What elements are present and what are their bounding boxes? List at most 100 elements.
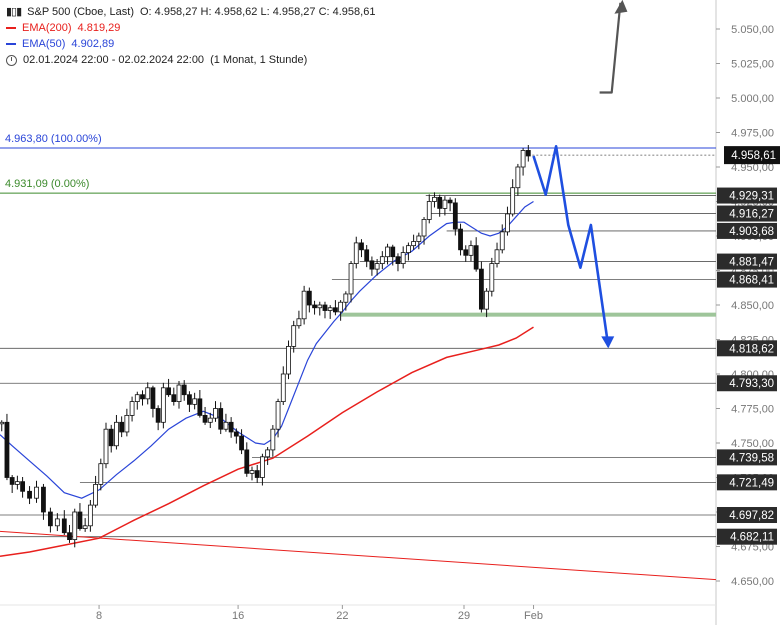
legend-ema200-row[interactable]: EMA(200) 4.819,29 <box>6 20 375 36</box>
candle <box>72 508 78 548</box>
candle <box>233 428 239 444</box>
candle <box>260 453 265 486</box>
candle <box>14 475 20 490</box>
candle-body <box>93 483 98 506</box>
scenario-down-path <box>532 145 610 347</box>
candle-body <box>317 304 323 309</box>
candle <box>296 310 302 329</box>
candle <box>47 507 53 533</box>
candle-body <box>27 490 32 499</box>
candle <box>343 291 349 311</box>
candle-body <box>47 511 53 527</box>
candle <box>275 398 281 438</box>
candle <box>359 239 364 258</box>
candle <box>374 258 380 276</box>
candle <box>437 194 443 217</box>
candle <box>338 300 344 321</box>
candle-body <box>103 428 109 465</box>
candle-body <box>87 504 93 527</box>
candle-body <box>166 387 171 396</box>
price-tag-box <box>717 375 777 392</box>
candle-body <box>343 293 349 303</box>
candle-body <box>82 525 88 529</box>
x-tick-label: 22 <box>336 610 348 622</box>
scenario-up-arrowhead <box>614 0 628 14</box>
price-tag-box <box>717 474 777 491</box>
candle-body <box>213 408 218 419</box>
candle-body <box>98 463 104 485</box>
legend-range-row: 02.01.2024 22:00 - 02.02.2024 22:00 (1 M… <box>6 52 375 68</box>
y-tick-label: 5.050,00 <box>731 24 774 36</box>
legend-ema50-row[interactable]: EMA(50) 4.902,89 <box>6 36 375 52</box>
fib-level-label: 4.963,80 (100.00%) <box>5 133 102 145</box>
legend-period: (1 Monat, 1 Stunde) <box>210 54 308 66</box>
candle-body <box>525 150 531 157</box>
candle <box>322 301 328 319</box>
price-tag-box <box>717 271 777 288</box>
candle-body <box>499 231 505 251</box>
legend-ema50-label: EMA(50) <box>22 38 66 50</box>
candle <box>119 416 125 438</box>
candle-body <box>20 481 25 492</box>
candle <box>515 163 521 196</box>
candle <box>150 385 156 418</box>
candle-body <box>77 511 83 529</box>
price-level-tag: 4.929,31 <box>717 187 777 204</box>
price-level-tag: 4.818,62 <box>717 340 777 357</box>
candle <box>124 408 130 437</box>
candle <box>87 499 93 532</box>
legend-range: 02.01.2024 22:00 - 02.02.2024 22:00 <box>23 54 205 66</box>
price-level-tag: 4.881,47 <box>717 253 777 270</box>
candle <box>265 447 271 465</box>
candle-body <box>432 196 437 202</box>
candle-body <box>301 290 307 320</box>
candle-body <box>0 421 5 425</box>
ema200-line <box>0 326 534 557</box>
candle <box>447 197 453 212</box>
downtrend-line <box>0 530 717 581</box>
price-level-tag: 4.721,49 <box>717 474 777 491</box>
candle <box>421 217 427 245</box>
candle <box>244 442 250 477</box>
candle <box>442 196 448 216</box>
candle <box>197 389 203 418</box>
candle-body <box>411 241 417 247</box>
price-tag-label: 4.793,30 <box>729 378 774 390</box>
candle-body <box>374 263 380 270</box>
legend-ema50-value: 4.902,89 <box>71 38 115 50</box>
candle <box>390 244 396 266</box>
candle-body <box>114 421 119 447</box>
candle <box>77 503 83 531</box>
legend-symbol-row: ▮▯▮ S&P 500 (Cboe, Last) O: 4.958,27 H: … <box>6 4 375 20</box>
candle <box>426 194 432 224</box>
price-tag-label: 4.881,47 <box>729 257 774 269</box>
candle-body <box>400 252 406 264</box>
candle <box>239 429 244 455</box>
candle <box>478 261 484 313</box>
candle <box>499 224 505 254</box>
candle <box>473 237 479 272</box>
candle-body <box>61 518 67 534</box>
candle-body <box>218 408 224 430</box>
candle-body <box>34 486 39 499</box>
candle-body <box>145 387 151 400</box>
candle <box>140 390 145 406</box>
candle-body <box>353 242 359 264</box>
candle <box>213 401 218 422</box>
candle-body <box>426 201 432 220</box>
price-level-tag: 4.868,41 <box>717 271 777 288</box>
candle-body <box>369 260 375 270</box>
candle <box>270 425 276 457</box>
candle <box>254 464 260 483</box>
candle-body <box>270 428 276 451</box>
candle <box>145 382 151 405</box>
candle <box>400 246 406 269</box>
candle <box>218 402 224 435</box>
candle <box>54 513 60 532</box>
candle <box>468 240 474 262</box>
candle <box>108 424 114 453</box>
price-level-tag: 4.697,82 <box>717 507 777 524</box>
y-tick-label: 4.775,00 <box>731 404 774 416</box>
candle <box>228 417 234 438</box>
candle <box>484 288 490 318</box>
